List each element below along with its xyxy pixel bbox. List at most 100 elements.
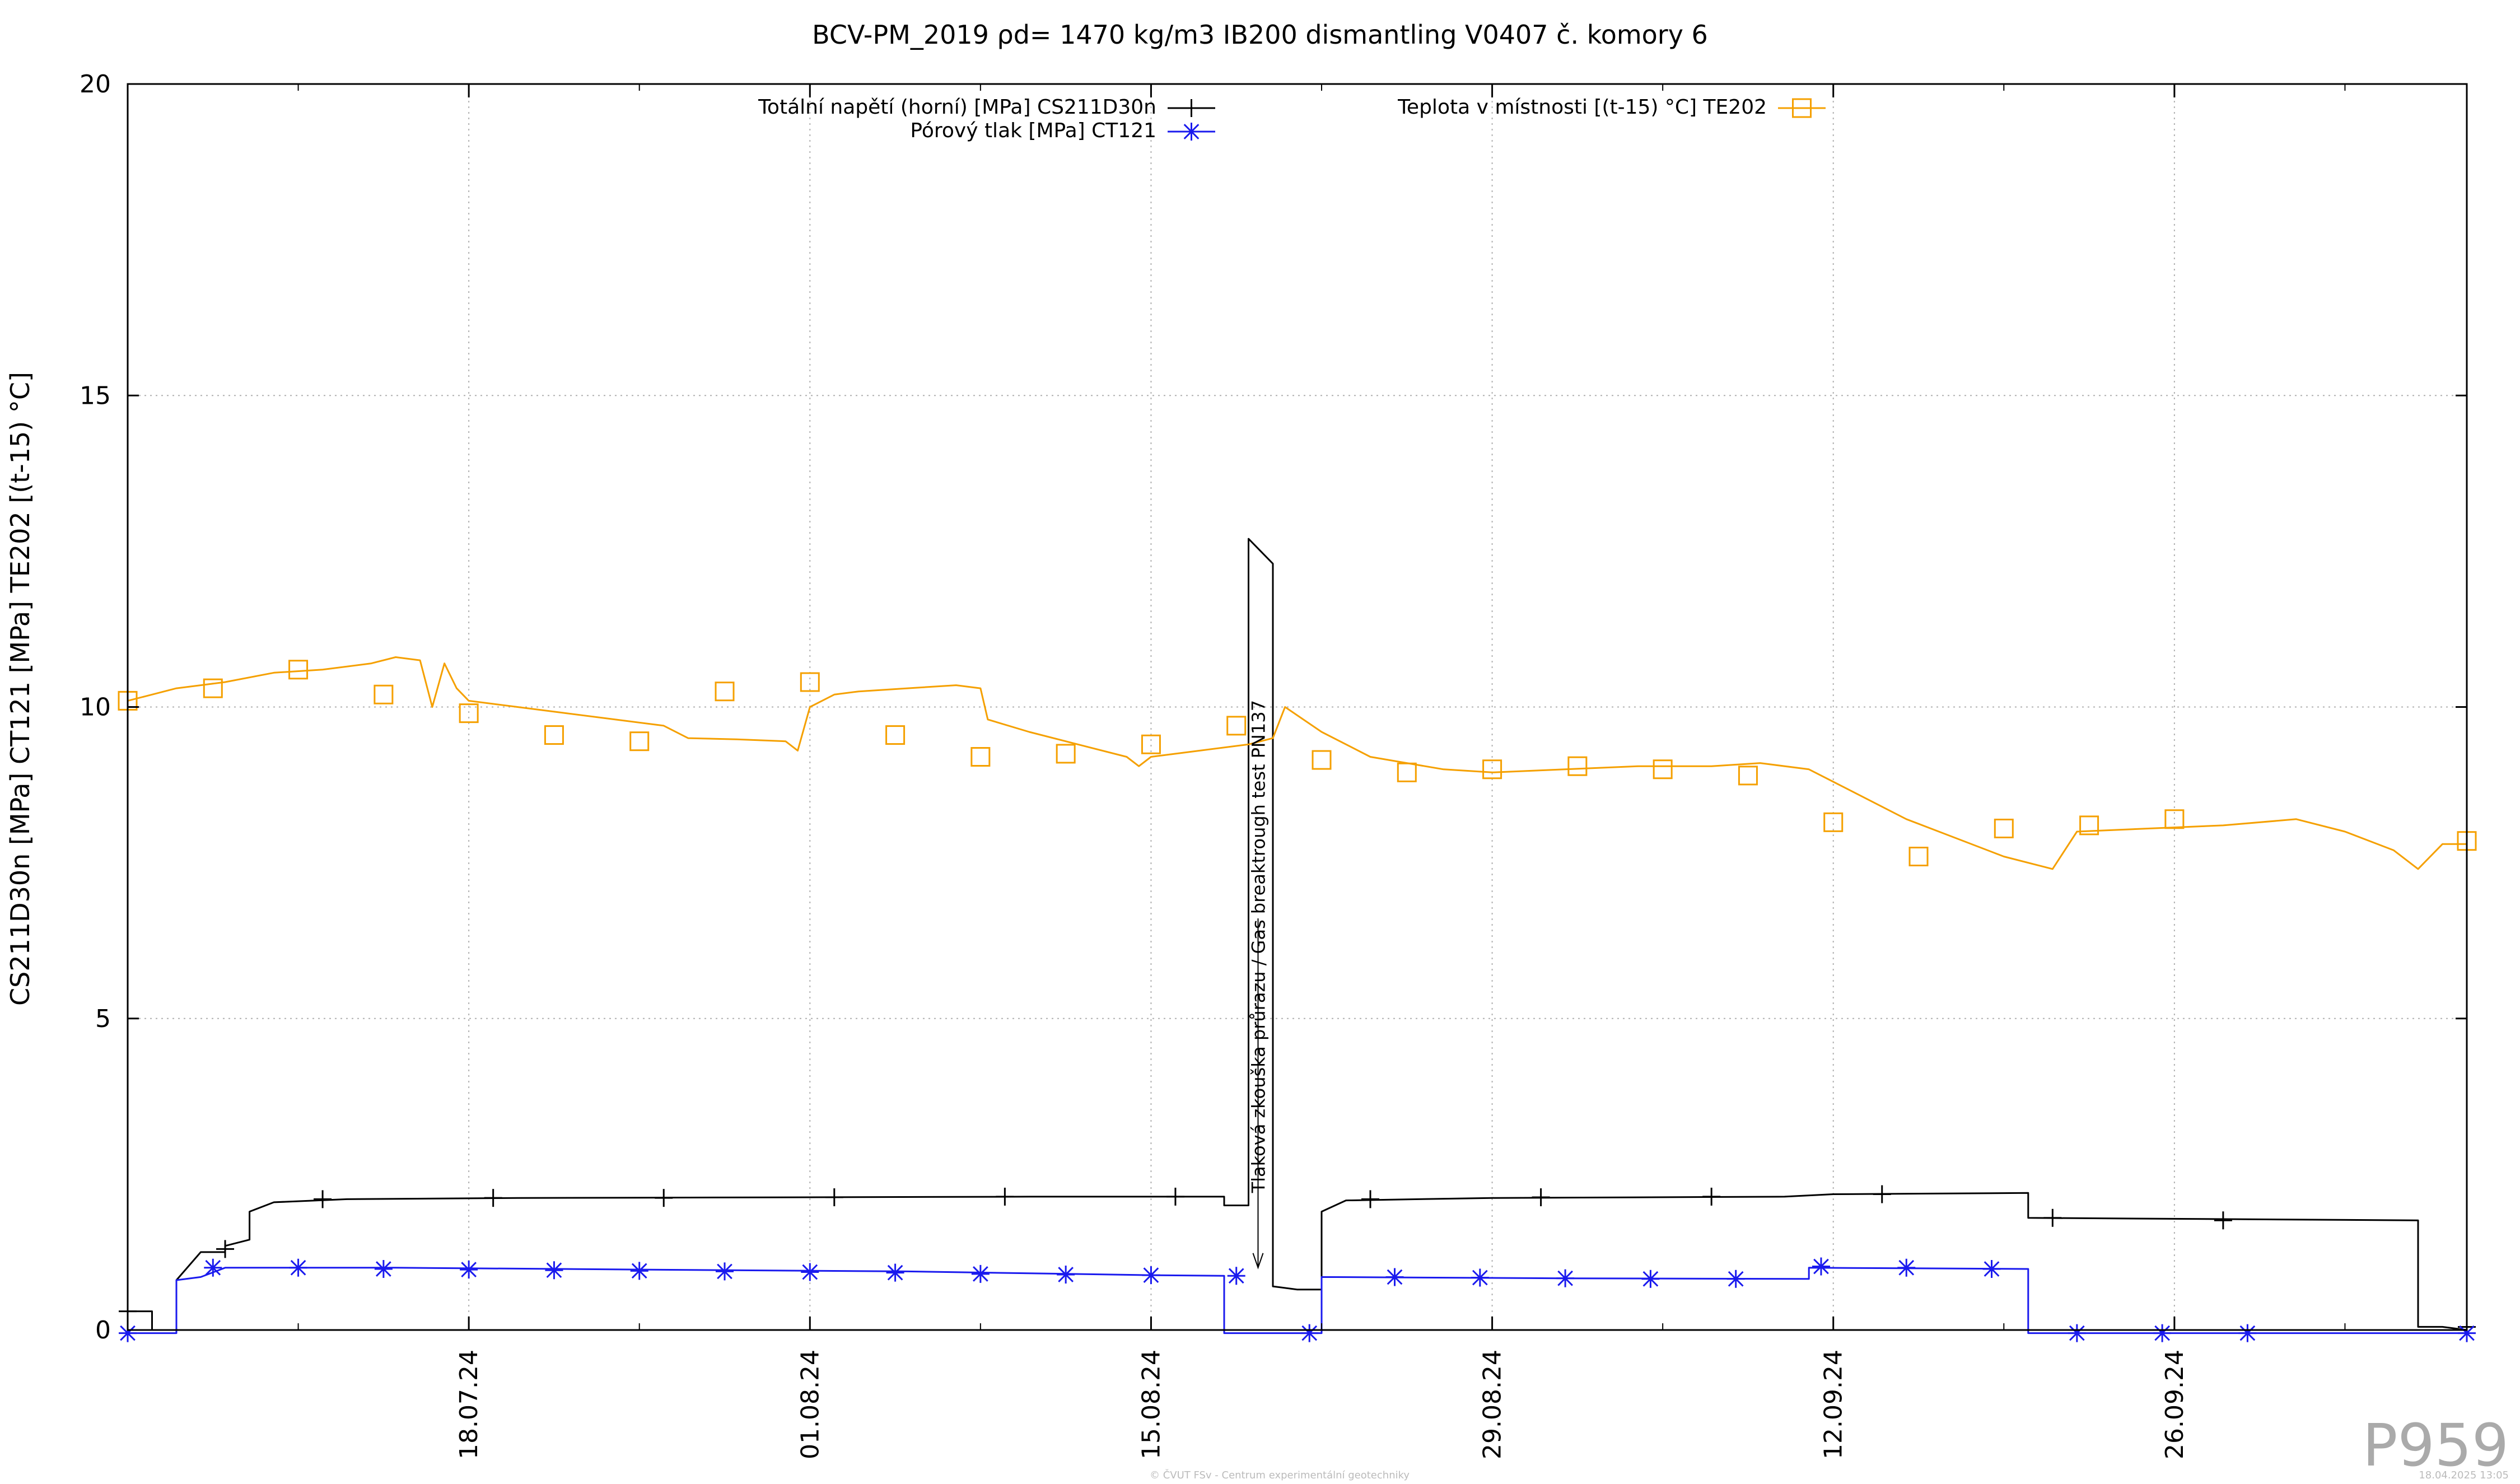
annotation-arrowhead	[1252, 1253, 1264, 1270]
y-tick-label: 15	[80, 381, 111, 410]
legend-label: Totální napětí (horní) [MPa] CS211D30n	[758, 96, 1156, 119]
data-point	[1141, 734, 1161, 754]
data-point	[886, 1263, 904, 1282]
legend-label: Pórový tlak [MPa] CT121	[910, 119, 1156, 142]
legend-marker	[1182, 99, 1201, 117]
y-tick-label: 0	[95, 1316, 111, 1345]
legend-marker	[1182, 123, 1201, 141]
data-point	[1166, 1187, 1184, 1206]
legend: Totální napětí (horní) [MPa] CS211D30nPó…	[758, 96, 1826, 142]
data-point	[216, 1240, 235, 1258]
data-point	[1226, 716, 1247, 736]
x-tick-label: 26.09.24	[2160, 1350, 2189, 1459]
legend-label: Teplota v místnosti [(t-15) °C] TE202	[1397, 96, 1767, 119]
data-point	[1908, 847, 1929, 866]
data-point	[1873, 1185, 1891, 1203]
data-point	[801, 1263, 819, 1281]
data-point	[2458, 1324, 2476, 1342]
data-point	[2238, 1324, 2257, 1342]
data-point	[1556, 1269, 1575, 1287]
data-point	[1653, 759, 1673, 780]
data-point	[2153, 1324, 2172, 1342]
data-point	[715, 682, 735, 702]
data-point	[1361, 1190, 1380, 1208]
data-point	[1994, 818, 2014, 838]
data-point	[2043, 1208, 2062, 1227]
data-point	[885, 725, 906, 745]
data-point	[1982, 1259, 2001, 1278]
data-point	[1738, 766, 1758, 786]
series-line	[128, 1267, 2467, 1334]
y-tick-label: 10	[80, 693, 111, 722]
legend-marker	[1792, 98, 1812, 118]
ticks: 0 5 10 15 20 18.07.24 01.08.24 15.08.24 29.08.24…	[80, 70, 2467, 1459]
data-point	[545, 1261, 563, 1280]
data-point	[1057, 1265, 1075, 1284]
x-tick-label: 18.07.24	[455, 1350, 483, 1459]
data-point	[1471, 1268, 1489, 1287]
data-point	[655, 1189, 673, 1207]
data-point	[1312, 750, 1332, 770]
data-point	[1482, 759, 1502, 780]
legend-entry: Teplota v místnosti [(t-15) °C] TE202	[1397, 96, 1826, 119]
data-point	[1056, 744, 1076, 764]
x-tick-label: 12.09.24	[1819, 1350, 1848, 1459]
data-point	[630, 1262, 648, 1280]
data-point	[1702, 1187, 1721, 1206]
footer-timestamp: 18.04.2025 13:05	[2419, 1469, 2509, 1481]
data-point	[288, 660, 309, 680]
series-3	[118, 656, 2477, 870]
series-group	[118, 538, 2477, 1342]
legend-entry: Pórový tlak [MPa] CT121	[910, 119, 1215, 142]
data-point	[1397, 762, 1417, 782]
data-point	[1532, 1188, 1550, 1207]
data-point	[460, 1261, 478, 1279]
data-point	[1641, 1270, 1660, 1288]
data-point	[970, 747, 991, 767]
data-point	[204, 1258, 222, 1277]
data-point	[484, 1189, 502, 1207]
data-point	[119, 1324, 137, 1342]
data-point	[1300, 1324, 1319, 1342]
data-point	[971, 1264, 990, 1283]
x-tick-label: 15.08.24	[1137, 1350, 1165, 1459]
data-point	[2214, 1211, 2232, 1230]
data-point	[1142, 1266, 1160, 1285]
data-point	[1812, 1257, 1830, 1276]
data-point	[314, 1190, 332, 1208]
data-point	[800, 672, 820, 692]
data-point	[2164, 809, 2185, 829]
data-point	[825, 1188, 843, 1207]
data-point	[996, 1187, 1014, 1206]
y-tick-label: 20	[80, 70, 111, 99]
y-axis-label: CS211D30n [MPa] CT121 [MPa] TE202 [(t-15…	[5, 372, 35, 1006]
data-point	[289, 1258, 307, 1277]
chart-title: BCV-PM_2019 ρd= 1470 kg/m3 IB200 dismant…	[812, 20, 1708, 50]
annotation-text: Tlaková zkouška průrazu / Gas breaktroug…	[1248, 700, 1270, 1193]
x-tick-label: 29.08.24	[1478, 1350, 1507, 1459]
data-point	[459, 703, 479, 724]
data-point	[1227, 1267, 1245, 1285]
data-point	[1823, 812, 1844, 832]
y-tick-label: 5	[95, 1005, 111, 1033]
data-point	[374, 1259, 393, 1278]
annotation: Tlaková zkouška průrazu / Gas breaktroug…	[1248, 700, 1270, 1270]
data-point	[1385, 1268, 1404, 1286]
data-point	[544, 725, 564, 745]
data-point	[374, 684, 394, 704]
plot-id-label: P959	[2363, 1411, 2509, 1480]
series-2	[119, 1257, 2476, 1342]
data-point	[1567, 756, 1588, 776]
series-line	[127, 656, 2467, 870]
series-line	[128, 538, 2467, 1331]
x-tick-label: 01.08.24	[796, 1350, 824, 1459]
legend-entry: Totální napětí (horní) [MPa] CS211D30n	[758, 96, 1215, 119]
data-point	[1726, 1270, 1745, 1288]
data-point	[1897, 1258, 1916, 1277]
data-point	[203, 678, 223, 698]
data-point	[2079, 815, 2099, 836]
data-point	[2068, 1324, 2086, 1342]
data-point	[629, 731, 650, 752]
data-point	[716, 1262, 734, 1281]
